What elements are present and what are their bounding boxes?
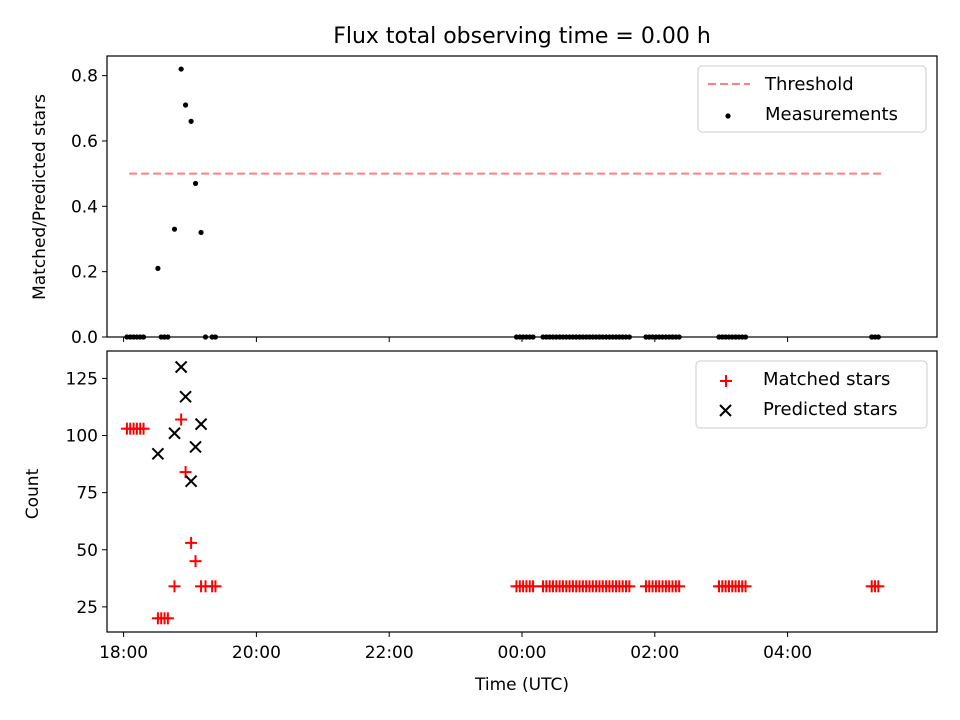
star-counts-ticks: 25 50 75 100 125 18:00 20:00 22:00 00:00 02:00 04:… (66, 369, 813, 663)
measurements-legend-label: Measurements (765, 104, 898, 125)
star-counts-legend-box (695, 360, 928, 429)
measurement-point (171, 226, 178, 232)
flux-ratio-ytick-label: 0.0 (71, 328, 98, 348)
predicted-stars-point (184, 475, 198, 488)
matched-stars-point (175, 413, 188, 426)
predicted-stars-point-stroke (174, 360, 188, 374)
star-counts-data-layer (120, 360, 885, 625)
predicted-stars-point-stroke (189, 440, 202, 454)
predicted-stars-point-stroke (151, 447, 165, 461)
chart-title: Flux total observing time = 0.00 h (333, 24, 711, 49)
star-counts-ylabel: Count (23, 468, 43, 519)
flux-ratio-ytick-label: 0.2 (71, 263, 98, 283)
measurement-point (198, 229, 204, 236)
flux-ratio-ytick-label: 0.8 (71, 67, 98, 87)
star-counts-legend: Matched stars Predicted stars (695, 360, 928, 429)
matched-stars-point (137, 422, 150, 435)
flux-ratio-legend: Threshold Measurements (697, 65, 927, 133)
star-counts-xtick-label: 20:00 (232, 643, 281, 663)
predicted-stars-point (189, 440, 202, 454)
star-counts-xtick-label: 18:00 (99, 643, 148, 663)
matched-stars-legend-label: Matched stars (763, 369, 890, 390)
star-counts-xlabel: Time (UTC) (474, 675, 569, 695)
flux-ratio-ylabel: Matched/Predicted stars (30, 94, 50, 300)
star-counts-ytick-label: 50 (76, 541, 98, 561)
flux-ratio-legend-box (697, 65, 927, 133)
matched-stars-point (168, 580, 181, 593)
matched-stars-point (872, 580, 885, 593)
flux-ratio-ytick-label: 0.6 (71, 132, 98, 152)
star-counts-xtick-label: 02:00 (630, 643, 679, 663)
predicted-stars-legend-label: Predicted stars (763, 399, 897, 420)
measurement-point (192, 180, 199, 187)
predicted-stars-point (174, 360, 188, 374)
matched-stars-point (209, 580, 222, 593)
predicted-stars-point-stroke (179, 390, 192, 403)
star-counts-xtick-label: 04:00 (763, 643, 812, 663)
star-counts-ytick-label: 100 (66, 427, 98, 447)
star-counts-xtick-label: 00:00 (498, 643, 547, 663)
measurement-point (178, 66, 184, 72)
matched-stars-point (673, 580, 686, 593)
predicted-stars-point-stroke (184, 475, 198, 488)
matched-stars-point (739, 580, 752, 593)
predicted-stars-point (194, 417, 208, 431)
matched-stars-point (185, 536, 198, 549)
matched-stars-legend-swatch (720, 375, 732, 387)
matched-stars-point (161, 612, 174, 625)
measurements-legend-swatch (725, 113, 731, 119)
flux-ratio-ticks: 0.0 0.2 0.4 0.6 0.8 (71, 67, 789, 348)
predicted-stars-legend-swatch (719, 404, 732, 417)
star-counts-ytick-label: 75 (76, 484, 98, 504)
measurement-point (155, 265, 161, 271)
star-counts-xtick-label: 22:00 (365, 643, 414, 663)
threshold-legend-label: Threshold (764, 74, 854, 95)
predicted-stars-point (151, 447, 165, 461)
predicted-stars-point-stroke (168, 427, 181, 440)
flux-ratio-ytick-label: 0.4 (71, 197, 98, 217)
predicted-stars-point (179, 390, 192, 403)
measurement-point (188, 118, 194, 124)
measurement-point (182, 102, 189, 108)
star-counts-ytick-label: 125 (66, 369, 98, 389)
flux-ratio-panel: 0.00.20.40.60.8 Matched/Predicted stars … (30, 55, 938, 348)
star-counts-panel: 25 50 75 100 125 18:00 20:00 22:00 00:00 02:00 04:… (23, 350, 938, 695)
predicted-stars-point (168, 427, 181, 440)
star-counts-ytick-label: 25 (76, 598, 98, 618)
matched-stars-point (623, 580, 636, 593)
matched-stars-point (189, 555, 202, 568)
predicted-stars-point-stroke (194, 417, 208, 431)
